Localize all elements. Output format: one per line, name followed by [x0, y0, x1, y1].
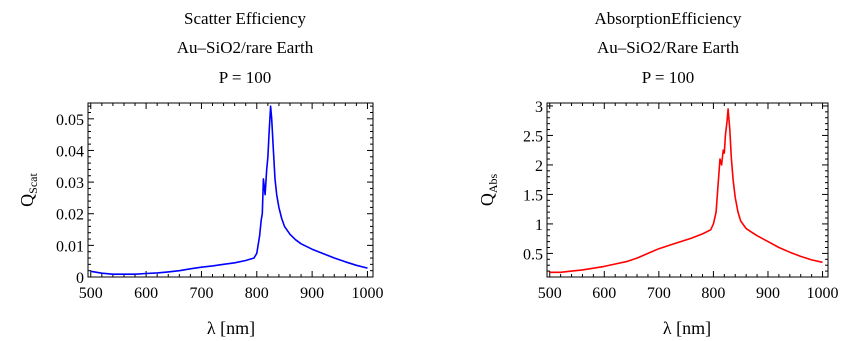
y-tick-label: 0.05 [56, 112, 84, 129]
series-line [549, 108, 823, 274]
y-tick-label: 3 [535, 99, 543, 116]
x-tick-label: 1000 [351, 285, 383, 302]
y-axis-label: QAbs [477, 174, 500, 207]
chart-title-line-3: P = 100 [642, 68, 694, 87]
y-tick-label: 2 [535, 158, 543, 175]
chart-title-line-3: P = 100 [219, 68, 271, 87]
series-line [90, 105, 368, 276]
plot-frame [546, 102, 829, 278]
absorption-efficiency-chart: AbsorptionEfficiency Au–SiO2/Rare Earth … [477, 9, 839, 338]
x-tick-label: 1000 [807, 285, 839, 302]
y-tick-label: 0 [76, 270, 84, 287]
x-tick-label: 800 [701, 285, 725, 302]
x-axis-label: λ [nm] [207, 318, 255, 338]
x-tick-label: 900 [756, 285, 780, 302]
chart-title-line-2: Au–SiO2/Rare Earth [597, 38, 740, 57]
y-axis-label-subscript: Scat [26, 173, 40, 194]
x-tick-label: 500 [538, 285, 562, 302]
chart-title-line-1: Scatter Efficiency [184, 9, 306, 28]
y-tick-label: 2.5 [523, 128, 543, 145]
svg-text:QScat: QScat [17, 173, 40, 207]
chart-title-line-1: AbsorptionEfficiency [595, 9, 742, 28]
x-tick-label: 700 [647, 285, 671, 302]
y-tick-label: 0.03 [56, 175, 84, 192]
x-tick-label: 900 [300, 285, 324, 302]
x-tick-label: 800 [245, 285, 269, 302]
x-tick-label: 700 [189, 285, 213, 302]
y-tick-label: 0.01 [56, 238, 84, 255]
y-tick-label: 0.02 [56, 207, 84, 224]
y-tick-label: 1.5 [523, 187, 543, 204]
y-axis-label-main: Q [17, 194, 37, 207]
y-tick-label: 1 [535, 217, 543, 234]
plot-frame [87, 102, 374, 278]
svg-text:QAbs: QAbs [477, 174, 500, 207]
y-axis-label: QScat [17, 173, 40, 207]
x-tick-label: 600 [592, 285, 616, 302]
y-tick-label: 0.5 [523, 246, 543, 263]
y-axis-label-subscript: Abs [486, 174, 500, 194]
chart-title-line-2: Au–SiO2/rare Earth [177, 38, 314, 57]
y-axis-label-main: Q [477, 193, 497, 206]
y-tick-label: 0.04 [56, 143, 84, 160]
x-axis-label: λ [nm] [663, 318, 711, 338]
x-tick-label: 500 [79, 285, 103, 302]
x-tick-label: 600 [134, 285, 158, 302]
scatter-efficiency-chart: Scatter Efficiency Au–SiO2/rare Earth P … [17, 9, 383, 338]
